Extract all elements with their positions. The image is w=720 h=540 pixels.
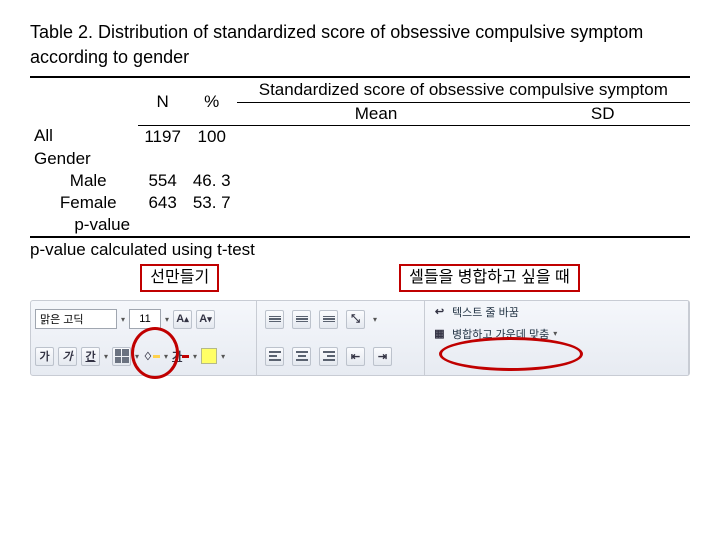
chevron-down-icon[interactable]: ▾ — [104, 352, 108, 361]
borders-icon[interactable] — [112, 347, 131, 366]
wrap-text-label: 텍스트 줄 바꿈 — [452, 304, 519, 320]
merge-center-button[interactable]: ▦ 병합하고 가운데 맞춤 ▾ — [425, 323, 688, 345]
row-all-label: All — [30, 125, 138, 148]
col-span-oc: Standardized score of obsessive compulsi… — [237, 77, 690, 102]
row-female-pct: 53. 7 — [187, 192, 237, 214]
row-female-label: Female — [30, 192, 138, 214]
row-male-label: Male — [30, 170, 138, 192]
fill-color-icon[interactable]: ♢ — [143, 348, 160, 365]
col-pct: % — [187, 77, 237, 125]
align-left-icon[interactable] — [265, 347, 284, 366]
col-mean: Mean — [237, 102, 516, 125]
wrap-text-icon: ↩ — [431, 303, 448, 320]
col-sd: SD — [515, 102, 690, 125]
excel-ribbon: 맑은 고딕 ▾ 11 ▾ A▴ A▾ 가 가 간 ▾ ▾ ♢ ▾ 가 ▾ ▾ ⤡ — [30, 300, 690, 376]
annotation-row: 선만들기 셀들을 병합하고 싶을 때 — [30, 264, 690, 292]
decrease-indent-icon[interactable]: ⇤ — [346, 347, 365, 366]
col-n: N — [138, 77, 186, 125]
font-color-icon[interactable]: 가 — [172, 348, 189, 365]
table-footnote: p-value calculated using t-test — [30, 238, 690, 260]
chevron-down-icon[interactable]: ▾ — [553, 329, 557, 338]
row-female-n: 643 — [138, 192, 186, 214]
chevron-down-icon[interactable]: ▾ — [165, 315, 169, 324]
increase-indent-icon[interactable]: ⇥ — [373, 347, 392, 366]
ribbon-align-group: ⤡ ▾ ⇤ ⇥ — [257, 301, 425, 375]
underline-icon[interactable]: 간 — [81, 347, 100, 366]
chevron-down-icon[interactable]: ▾ — [221, 352, 225, 361]
row-all-pct: 100 — [187, 125, 237, 148]
row-pvalue-label: p-value — [30, 214, 138, 237]
align-center-icon[interactable] — [292, 347, 311, 366]
bold-icon[interactable]: 가 — [35, 347, 54, 366]
merge-cells-icon: ▦ — [431, 325, 448, 342]
align-top-icon[interactable] — [265, 310, 284, 329]
align-middle-icon[interactable] — [292, 310, 311, 329]
italic-icon[interactable]: 가 — [58, 347, 77, 366]
annotation-left: 선만들기 — [140, 264, 219, 292]
chevron-down-icon[interactable]: ▾ — [135, 352, 139, 361]
increase-font-icon[interactable]: A▴ — [173, 310, 192, 329]
chevron-down-icon[interactable]: ▾ — [193, 352, 197, 361]
table-caption: Table 2. Distribution of standardized sc… — [30, 20, 690, 70]
row-male-n: 554 — [138, 170, 186, 192]
font-size-combo[interactable]: 11 — [129, 309, 161, 329]
annotation-right: 셀들을 병합하고 싶을 때 — [399, 264, 580, 292]
wrap-text-button[interactable]: ↩ 텍스트 줄 바꿈 — [425, 301, 688, 323]
chevron-down-icon[interactable]: ▾ — [164, 352, 168, 361]
align-right-icon[interactable] — [319, 347, 338, 366]
decrease-font-icon[interactable]: A▾ — [196, 310, 215, 329]
highlight-swatch-icon[interactable] — [201, 348, 217, 364]
data-table: N % Standardized score of obsessive comp… — [30, 76, 690, 237]
row-male-pct: 46. 3 — [187, 170, 237, 192]
row-gender-label: Gender — [30, 148, 138, 170]
align-bottom-icon[interactable] — [319, 310, 338, 329]
ribbon-merge-group: ↩ 텍스트 줄 바꿈 ▦ 병합하고 가운데 맞춤 ▾ — [425, 301, 689, 375]
chevron-down-icon[interactable]: ▾ — [121, 315, 125, 324]
ribbon-font-group: 맑은 고딕 ▾ 11 ▾ A▴ A▾ 가 가 간 ▾ ▾ ♢ ▾ 가 ▾ ▾ — [31, 301, 257, 375]
font-name-combo[interactable]: 맑은 고딕 — [35, 309, 117, 329]
row-all-n: 1197 — [138, 125, 186, 148]
chevron-down-icon[interactable]: ▾ — [373, 315, 377, 324]
merge-center-label: 병합하고 가운데 맞춤 — [452, 326, 549, 342]
orientation-icon[interactable]: ⤡ — [346, 310, 365, 329]
